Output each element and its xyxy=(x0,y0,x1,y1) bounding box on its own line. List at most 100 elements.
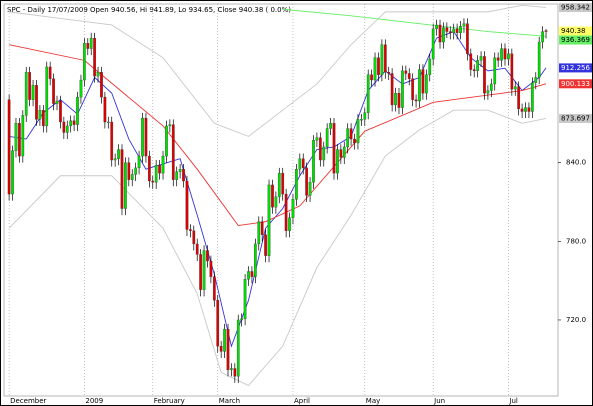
candle-body xyxy=(421,69,425,94)
candle-body xyxy=(404,70,408,74)
candle-body xyxy=(247,271,250,280)
candle-body xyxy=(195,243,199,255)
candle-body xyxy=(329,123,332,129)
candle-body xyxy=(390,73,394,106)
candle-body xyxy=(93,37,96,77)
candle-body xyxy=(360,119,363,121)
candle-body xyxy=(366,74,370,113)
candle-body xyxy=(113,158,117,161)
candle-body xyxy=(18,123,21,157)
candle-body xyxy=(513,86,517,90)
candle-body xyxy=(325,128,329,148)
candle-body xyxy=(507,53,510,60)
candle-body xyxy=(175,171,179,180)
candle-body xyxy=(223,328,226,352)
candle-body xyxy=(52,78,55,104)
candle-body xyxy=(346,128,350,148)
candle-body xyxy=(401,70,404,108)
value-label: 940.38 xyxy=(561,27,586,35)
x-tick-label: May xyxy=(366,397,380,405)
candle-body xyxy=(489,83,493,91)
candle-body xyxy=(537,41,541,78)
candle-body xyxy=(500,48,503,61)
candle-body xyxy=(459,26,462,33)
candle-body xyxy=(185,180,189,230)
plot-layer xyxy=(7,4,548,396)
candle-body xyxy=(76,96,79,125)
candle-body xyxy=(332,123,336,174)
candle-body xyxy=(151,180,155,183)
candle-body xyxy=(442,27,445,43)
value-label: 873.697 xyxy=(561,114,590,122)
y-tick-label: 780.0 xyxy=(566,237,586,245)
value-label-box xyxy=(559,35,592,45)
x-tick-label: February xyxy=(154,397,185,405)
candle-body xyxy=(212,276,216,301)
x-tick-label: 2009 xyxy=(85,397,103,405)
candle-body xyxy=(448,31,452,33)
candle-body xyxy=(124,162,127,209)
candle-body xyxy=(243,279,247,319)
candle-body xyxy=(161,155,165,174)
candle-body xyxy=(435,24,438,30)
value-label-box xyxy=(559,79,592,89)
x-tick-label: Jun xyxy=(433,397,445,405)
candle-body xyxy=(377,57,380,75)
candle-body xyxy=(89,37,93,49)
candle-body xyxy=(48,66,52,79)
candle-body xyxy=(254,243,257,277)
candle-body xyxy=(216,300,220,347)
candle-body xyxy=(318,137,322,161)
value-label: 912.256 xyxy=(561,64,590,72)
candle-body xyxy=(209,260,213,277)
candle-body xyxy=(281,172,285,195)
candle-body xyxy=(134,167,138,175)
candle-body xyxy=(483,56,486,94)
candle-body xyxy=(493,57,497,85)
candle-body xyxy=(466,23,469,54)
candle-body xyxy=(192,230,196,245)
candle-body xyxy=(472,69,476,72)
candle-body xyxy=(438,24,442,43)
candle-body xyxy=(476,60,479,72)
value-label-box xyxy=(559,63,592,73)
y-tick-label: 840.0 xyxy=(566,159,586,167)
candle-body xyxy=(103,96,107,123)
candle-body xyxy=(264,234,267,256)
candle-body xyxy=(479,56,483,61)
candle-body xyxy=(342,146,346,158)
candle-body xyxy=(339,149,343,158)
candle-body xyxy=(363,112,367,120)
candle-body xyxy=(96,72,100,77)
candle-body xyxy=(274,196,278,208)
candle-body xyxy=(100,72,103,98)
candle-body xyxy=(171,124,175,180)
candle-body xyxy=(387,72,391,74)
x-tick-label: December xyxy=(10,397,46,405)
candle-body xyxy=(7,99,11,195)
x-tick-label: Jul xyxy=(508,397,518,405)
candle-body xyxy=(452,28,456,33)
chart-title: SPC - Daily 17/07/2009 Open 940.56, Hi 9… xyxy=(7,6,291,14)
candle-body xyxy=(72,120,76,125)
candle-body xyxy=(24,72,28,116)
candle-body xyxy=(315,137,319,141)
candle-body xyxy=(236,319,240,377)
candle-body xyxy=(397,93,401,108)
candle-body xyxy=(11,150,14,195)
candle-body xyxy=(14,123,18,151)
candle-body xyxy=(83,43,86,81)
x-tick-label: March xyxy=(219,397,240,405)
candle-body xyxy=(353,138,356,144)
candle-body xyxy=(520,108,524,112)
candle-body xyxy=(271,184,274,208)
candle-body xyxy=(531,82,534,112)
candle-body xyxy=(510,53,514,90)
candle-body xyxy=(462,23,466,27)
candle-body xyxy=(383,44,387,73)
candle-body xyxy=(206,250,209,262)
candle-body xyxy=(69,120,73,127)
value-label: 936.369 xyxy=(561,36,590,44)
candle-body xyxy=(110,121,114,161)
candle-body xyxy=(308,182,312,196)
